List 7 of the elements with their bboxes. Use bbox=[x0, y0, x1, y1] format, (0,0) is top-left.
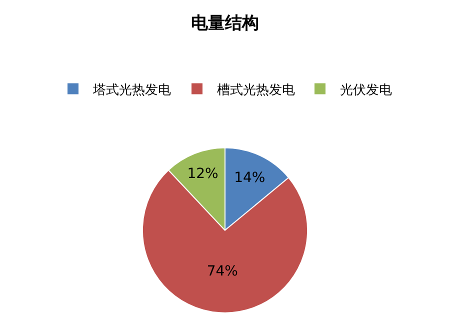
legend-label: 槽式光热发电 bbox=[217, 82, 295, 98]
legend-label: 光伏发电 bbox=[340, 82, 392, 98]
legend-label: 塔式光热发电 bbox=[92, 82, 171, 98]
chart-title: 电量结构 bbox=[191, 13, 259, 34]
data-label: 74% bbox=[206, 263, 238, 280]
data-label: 14% bbox=[234, 170, 266, 186]
data-label: 12% bbox=[187, 166, 218, 182]
